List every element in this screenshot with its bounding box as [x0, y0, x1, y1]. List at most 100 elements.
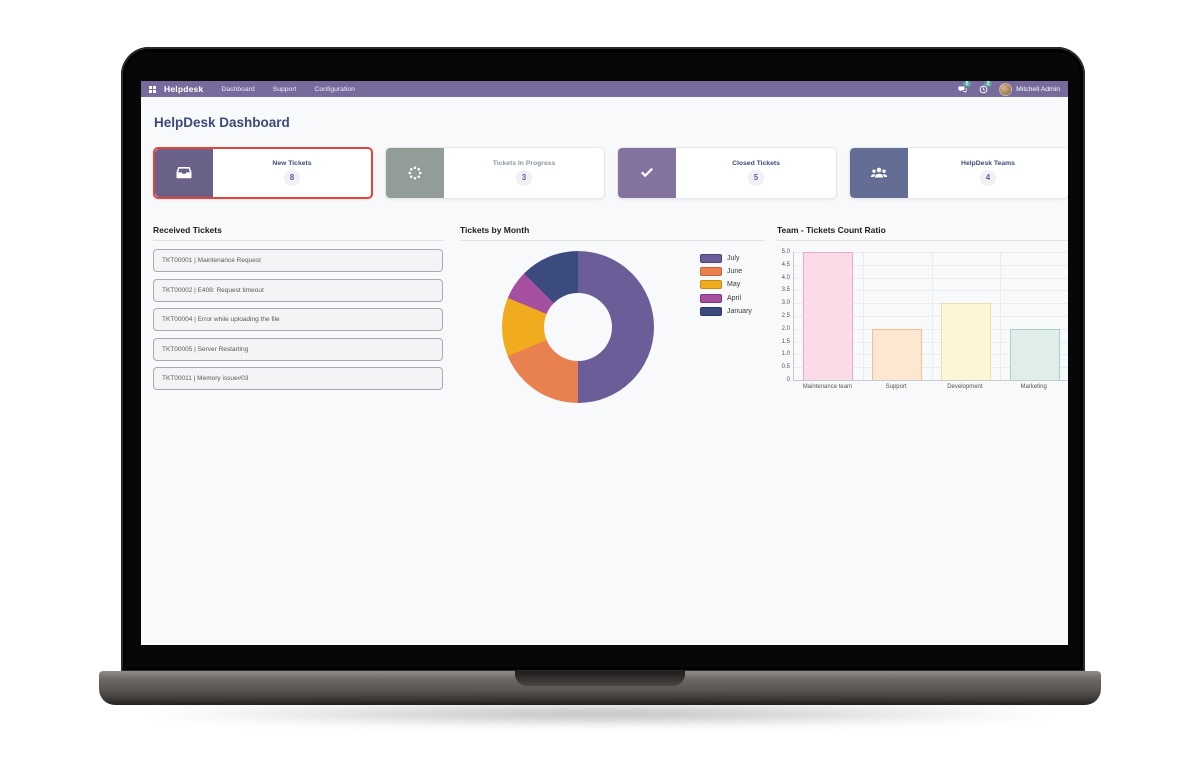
gridline — [862, 252, 864, 380]
legend-item-january[interactable]: January — [700, 307, 752, 317]
kpi-label: New Tickets — [272, 160, 312, 167]
legend-swatch — [700, 293, 722, 303]
kpi-card-2[interactable]: Closed Tickets 5 — [617, 147, 837, 199]
y-tick-label: 0 — [786, 377, 790, 383]
gridline — [794, 328, 1068, 330]
avatar — [999, 82, 1013, 96]
ticket-list: TKT00001 | Maintenance Request TKT00002 |… — [153, 249, 443, 390]
tickets-by-month-section: Tickets by Month July June May April January — [460, 225, 765, 505]
kpi-label: Tickets In Progress — [492, 160, 556, 167]
nav-item-support[interactable]: Support — [272, 85, 297, 93]
nav-item-dashboard[interactable]: Dashboard — [221, 85, 255, 93]
y-tick-label: 1.0 — [781, 351, 790, 358]
y-tick-label: 0.5 — [781, 364, 790, 371]
kpi-value: 8 — [284, 170, 300, 186]
y-tick-label: 4.0 — [781, 274, 790, 281]
legend-item-may[interactable]: May — [700, 280, 752, 290]
kpi-card-1[interactable]: Tickets In Progress 3 — [385, 147, 605, 199]
y-tick-label: 2.0 — [781, 325, 790, 332]
ticket-item[interactable]: TKT00002 | E408: Request timeout — [153, 278, 443, 302]
users-icon — [850, 148, 908, 198]
gridline — [794, 367, 1068, 369]
donut-legend: July June May April January — [700, 253, 752, 320]
apps-grid-icon[interactable] — [149, 85, 156, 93]
gridline — [794, 354, 1068, 356]
user-menu[interactable]: Mitchell Admin — [999, 82, 1060, 96]
check-icon — [618, 148, 676, 198]
gridline — [931, 252, 933, 380]
kpi-card-body: Closed Tickets 5 — [676, 148, 836, 198]
legend-item-june[interactable]: June — [700, 266, 752, 276]
y-tick-label: 3.5 — [781, 287, 790, 294]
legend-swatch — [700, 253, 722, 263]
nav-item-configuration[interactable]: Configuration — [314, 85, 355, 93]
kpi-card-0[interactable]: New Tickets 8 — [153, 147, 373, 199]
nav-right: 5 2 Mitchell Admin — [957, 81, 1060, 96]
kpi-card-3[interactable]: HelpDesk Teams 4 — [849, 147, 1068, 199]
gridline — [794, 341, 1068, 343]
laptop-notch — [515, 671, 685, 686]
notification-badge: 2 — [984, 81, 993, 87]
bar-support[interactable] — [872, 328, 923, 380]
ticket-item[interactable]: TKT00004 | Error while uploading the fil… — [153, 308, 443, 331]
gridline — [794, 316, 1068, 317]
x-tick-label: Development — [947, 384, 983, 390]
ticket-item[interactable]: TKT00001 | Maintenance Request — [153, 249, 443, 272]
gridline — [1000, 252, 1002, 380]
y-tick-label: 5.0 — [781, 249, 790, 255]
legend-label: April — [727, 294, 742, 302]
legend-swatch — [700, 307, 722, 317]
legend-label: January — [727, 308, 752, 316]
top-navbar: Helpdesk Dashboard Support Configuration 5… — [141, 81, 1068, 97]
bar-maintenance-team[interactable] — [803, 252, 854, 380]
spinner-icon — [386, 148, 444, 198]
inbox-icon — [155, 149, 213, 197]
kpi-card-body: HelpDesk Teams 4 — [908, 148, 1068, 198]
gridline — [794, 252, 1068, 253]
app-brand[interactable]: Helpdesk — [164, 84, 204, 94]
section-title: Received Tickets — [153, 225, 222, 235]
gridline — [794, 290, 1068, 292]
y-tick-label: 3.0 — [781, 300, 790, 307]
messages-icon[interactable]: 5 — [957, 81, 972, 94]
bar-development[interactable] — [940, 303, 991, 380]
kpi-label: HelpDesk Teams — [961, 160, 1015, 167]
section-divider — [460, 240, 765, 241]
legend-item-july[interactable]: July — [700, 253, 752, 263]
legend-label: May — [727, 281, 741, 289]
kpi-value: 3 — [516, 170, 532, 186]
ticket-item[interactable]: TKT00005 | Server Restarting — [153, 337, 443, 361]
legend-item-april[interactable]: April — [700, 293, 752, 303]
legend-label: July — [727, 254, 740, 262]
received-tickets-section: Received Tickets TKT00001 | Maintenance … — [153, 225, 443, 397]
page-title: HelpDesk Dashboard — [154, 115, 290, 131]
laptop-shadow — [130, 702, 1070, 726]
nav-menu: Dashboard Support Configuration — [221, 86, 355, 93]
x-tick-label: Support — [885, 384, 907, 390]
kpi-cards: New Tickets 8 Tickets In Progress 3 Closed T… — [153, 147, 1068, 199]
gridline — [794, 264, 1068, 266]
x-tick-label: Marketing — [1020, 384, 1047, 390]
team-ratio-section: Team - Tickets Count Ratio 0 0.5 1.0 1.5 2.0… — [777, 225, 1068, 505]
kpi-card-body: New Tickets 8 — [213, 149, 371, 197]
x-tick-label: Maintenance team — [802, 384, 853, 390]
notification-badge: 5 — [963, 81, 972, 87]
bar-marketing[interactable] — [1009, 328, 1060, 380]
gridline — [794, 303, 1068, 305]
activities-icon[interactable]: 2 — [978, 81, 993, 94]
donut-chart[interactable] — [502, 251, 654, 403]
section-title: Tickets by Month — [460, 225, 530, 235]
kpi-value: 4 — [980, 170, 996, 186]
y-tick-label: 1.5 — [781, 338, 790, 345]
bar-chart — [793, 252, 1068, 381]
legend-label: June — [727, 267, 743, 275]
legend-swatch — [700, 266, 722, 276]
user-name: Mitchell Admin — [1016, 85, 1060, 93]
screen: Helpdesk Dashboard Support Configuration 5… — [141, 81, 1068, 645]
y-tick-label: 4.5 — [781, 261, 790, 268]
section-divider — [153, 240, 443, 241]
ticket-item[interactable]: TKT00011 | Memory issue#03 — [153, 367, 443, 390]
section-title: Team - Tickets Count Ratio — [777, 225, 886, 235]
gridline — [794, 277, 1068, 279]
